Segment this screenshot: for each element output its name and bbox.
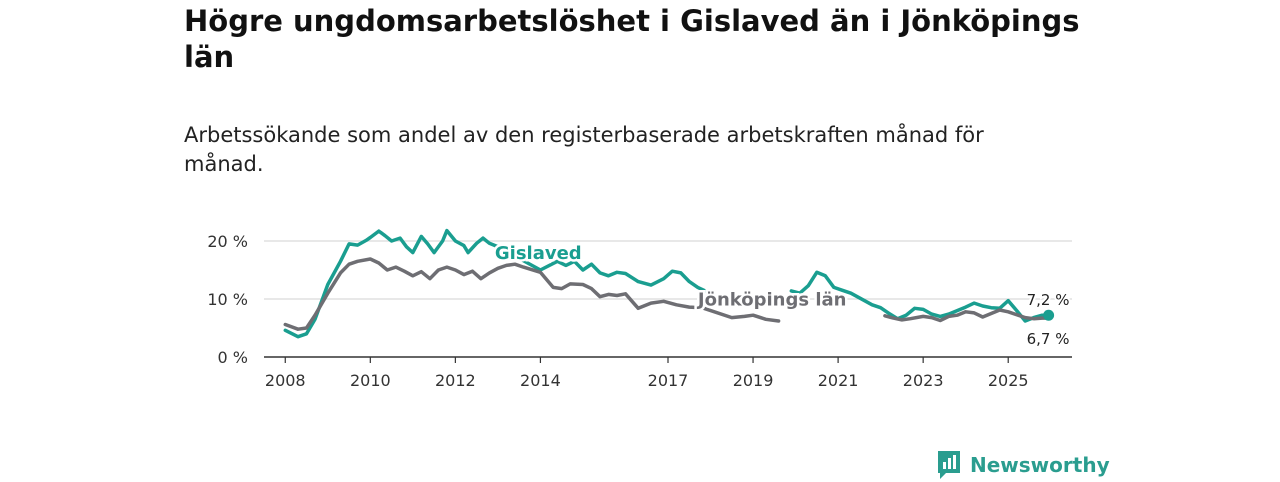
series-line-jonkopings-lan xyxy=(283,257,781,331)
series-label-gislaved: Gislaved xyxy=(495,243,582,264)
x-tick-label: 2021 xyxy=(818,371,859,390)
series-line-gislaved xyxy=(283,228,709,339)
x-tick-label: 2023 xyxy=(903,371,944,390)
label-layer: Gislaved Jönköpings län 7,2 % 6,7 % xyxy=(492,240,1071,350)
x-tick-label: 2008 xyxy=(265,371,306,390)
grid-layer xyxy=(264,240,1072,300)
y-tick-label: 0 % xyxy=(218,348,248,367)
end-value-label-gislaved: 7,2 % xyxy=(1027,291,1070,309)
series-line-jonkopings-lan xyxy=(883,308,1051,323)
chart-subtitle: Arbetssökande som andel av den registerb… xyxy=(184,123,984,176)
series-label-jonkopings-lan: Jönköpings län xyxy=(696,290,847,311)
end-value-label-jonkopings-lan: 6,7 % xyxy=(1027,330,1070,348)
series-line-gislaved xyxy=(789,270,1051,323)
x-tick-label: 2010 xyxy=(350,371,391,390)
chart-title: Högre ungdomsarbetslöshet i Gislaved än … xyxy=(184,4,1080,74)
x-tick-label: 2025 xyxy=(988,371,1029,390)
series-layer xyxy=(283,228,1051,339)
x-tick-label: 2019 xyxy=(733,371,774,390)
end-marker-gislaved xyxy=(1043,309,1055,321)
y-tick-label: 20 % xyxy=(207,232,248,251)
y-tick-label: 10 % xyxy=(207,290,248,309)
brand-logo[interactable]: Newsworthy xyxy=(936,448,1110,482)
newsworthy-logo-icon xyxy=(938,451,960,479)
axis-layer: 0 % 10 % 20 % 2008 2010 2012 2014 2017 2019 2021 2… xyxy=(207,232,1072,390)
x-tick-label: 2014 xyxy=(520,371,561,390)
brand-name: Newsworthy xyxy=(970,453,1110,477)
x-tick-label: 2012 xyxy=(435,371,476,390)
x-tick-label: 2017 xyxy=(648,371,689,390)
